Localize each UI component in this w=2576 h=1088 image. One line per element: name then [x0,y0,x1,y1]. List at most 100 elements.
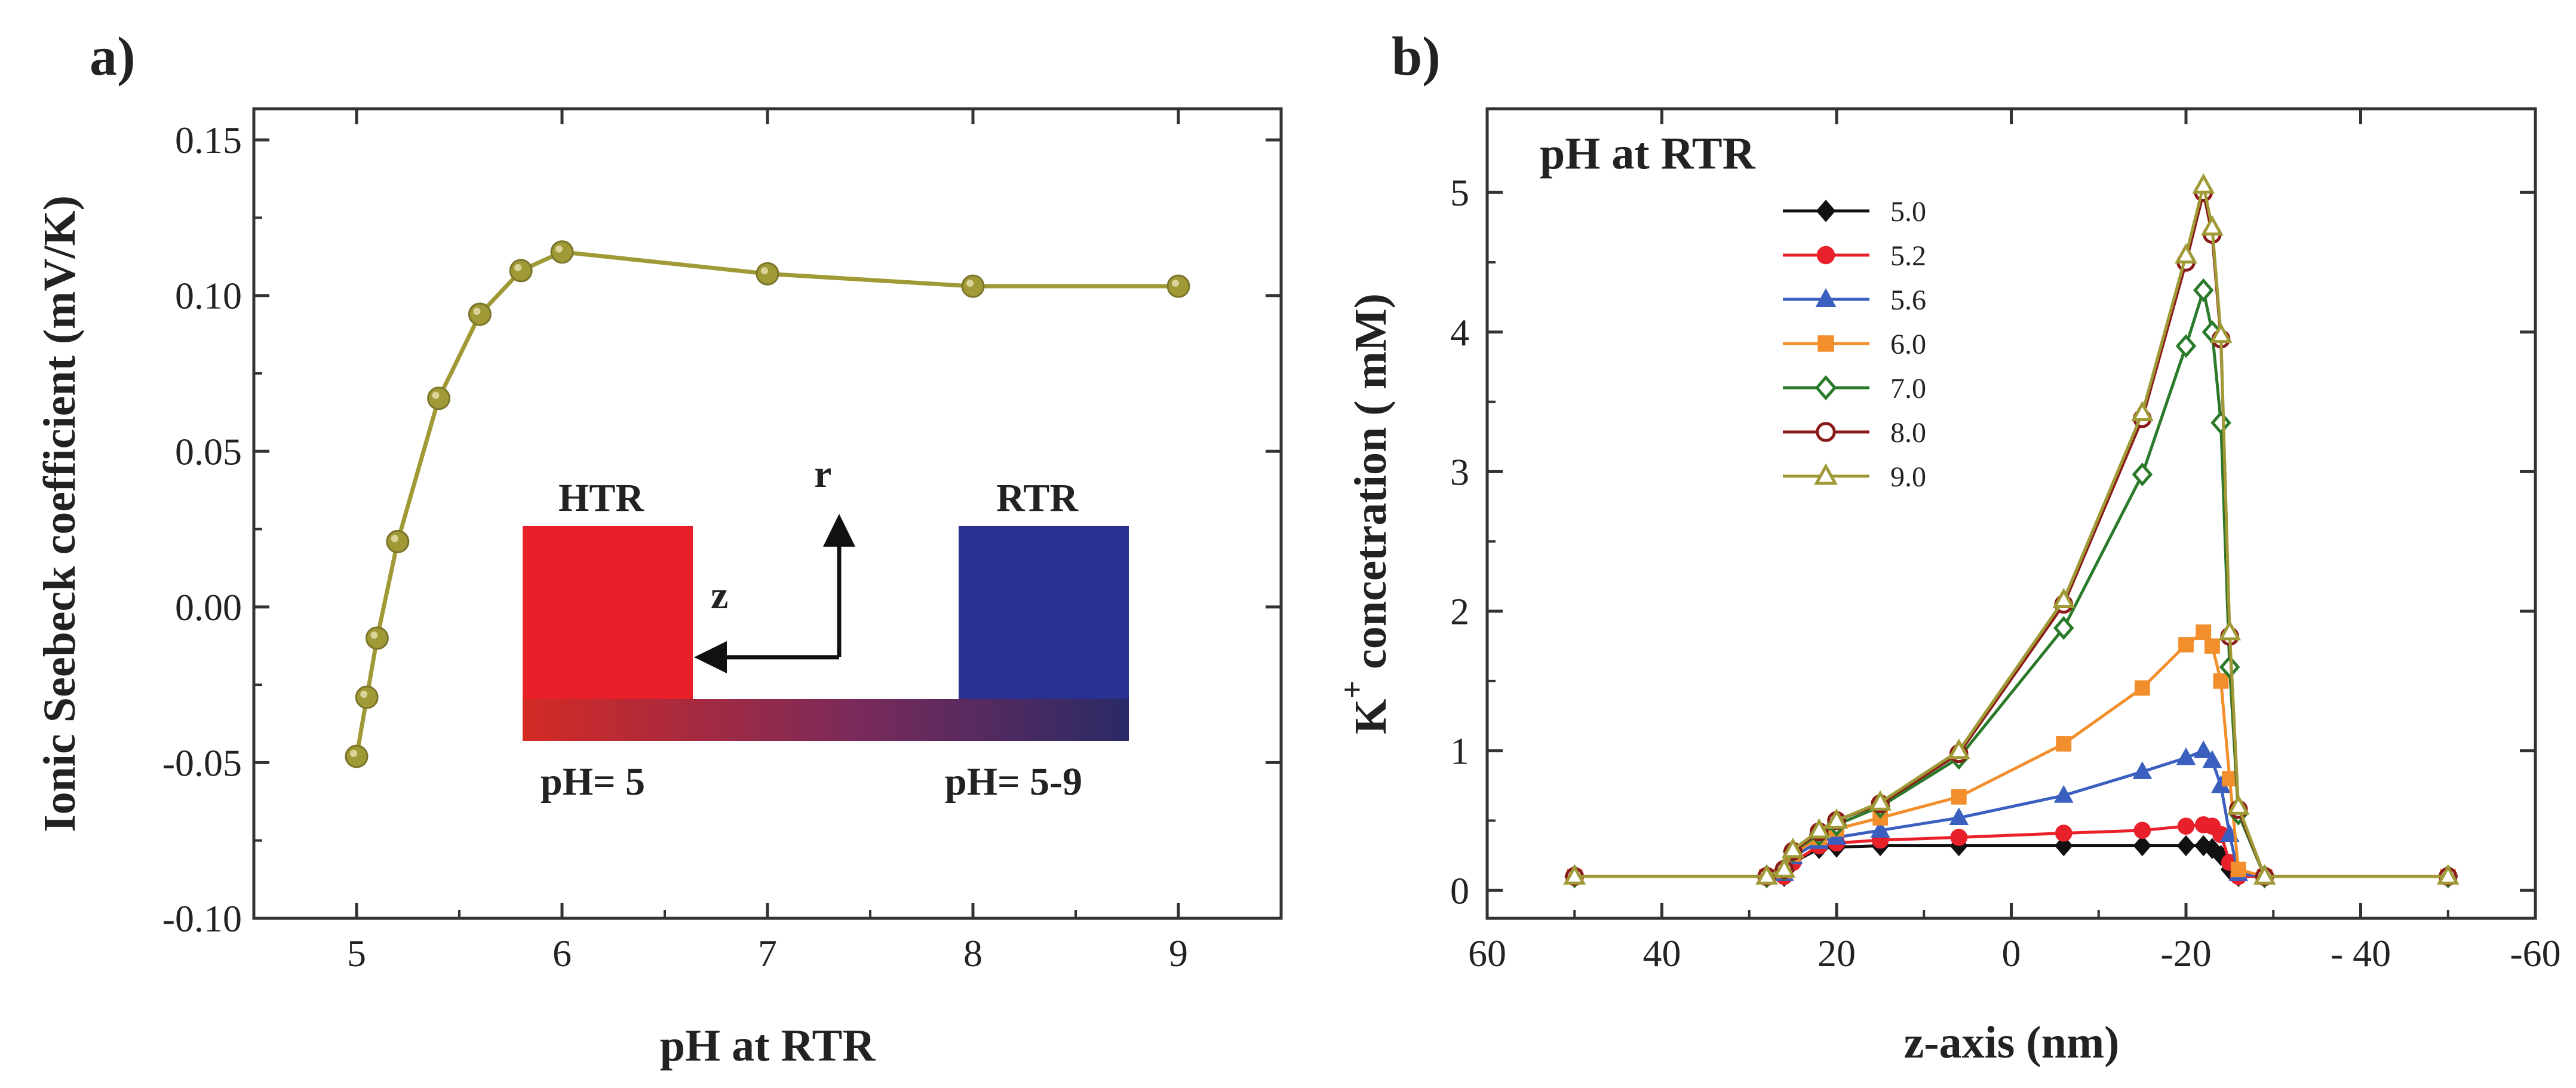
y-tick-label: 0.00 [175,586,242,629]
data-point [1563,864,1586,885]
data-point [2053,616,2074,640]
data-point [2176,835,2196,857]
data-point [2218,620,2242,640]
data-point [2056,736,2072,752]
plot-b-legend: 5.0 5.2 5.6 6.0 7.0 8.0 9.0 [1783,196,1926,493]
data-point [2130,400,2154,421]
data-point [2196,624,2212,640]
legend-label: 5.6 [1890,284,1926,316]
data-point [2176,747,2196,765]
plot-b-xlabel: z-axis (nm) [1904,1017,2120,1068]
x-tick-label: -20 [2160,932,2211,974]
plot-a-ylabel: Ionic Seebeck coefficient (mV/K) [35,195,85,832]
data-point [2052,587,2075,609]
data-point [2175,334,2197,358]
x-tick-label: 5 [347,932,366,974]
plot-b-tick-labels: 60 40 20 0 -20 - 40 -60 0 1 2 3 4 5 [1450,171,2561,974]
y-tick-label: 0 [1450,869,1469,912]
data-point [2177,817,2195,835]
ph-left-label: pH= 5 [541,760,645,804]
plot-b-ticks [1485,109,2537,918]
r-axis-label: r [814,452,831,496]
y-tick-label: 0.05 [175,430,242,473]
legend-label: 7.0 [1890,373,1926,404]
x-tick-label: 0 [2002,932,2021,974]
data-point [2133,822,2151,839]
data-point [2209,322,2233,344]
x-tick-label: 6 [552,932,572,974]
data-point [365,626,389,650]
plot-a-series [345,240,1190,768]
ph-right-label: pH= 5-9 [945,760,1082,804]
series-ph-9.0 [1563,173,2460,885]
data-point-highlight [360,690,368,698]
data-point [550,240,574,264]
data-point [2204,638,2220,654]
z-arrowhead [694,641,727,673]
plot-b-ylabel: K+ concetration ( mM) [1334,293,1396,734]
data-point [2193,740,2213,758]
x-tick-label: 40 [1643,932,1681,974]
data-point [1870,820,1890,838]
data-point [2178,637,2194,653]
legend-marker [1816,200,1836,222]
data-point [1166,274,1190,298]
data-point [1755,864,1778,885]
r-arrowhead [823,514,855,547]
y-tick-label: 0.15 [175,119,242,161]
data-point [355,685,379,709]
data-point [2227,794,2250,815]
data-point [2132,462,2153,486]
legend-label: 9.0 [1890,461,1926,493]
legend-marker [1816,246,1835,265]
legend-label: 8.0 [1890,417,1926,449]
data-point-highlight [1172,280,1179,287]
data-point [1950,829,1968,846]
legend-label: 6.0 [1890,329,1926,360]
legend-marker [1814,375,1837,401]
x-tick-label: - 40 [2331,932,2391,974]
data-point [2054,835,2073,857]
y-tick-label: -0.05 [162,741,242,784]
data-point [386,529,410,553]
data-point [509,259,533,283]
y-tick-label: 0.10 [175,275,242,317]
data-point [2200,215,2224,236]
x-tick-label: 9 [1169,932,1188,974]
data-point-highlight [432,391,440,399]
data-point [2175,243,2197,264]
data-point [1825,808,1848,829]
data-point-highlight [966,280,974,287]
panel-a-label: a) [90,26,136,87]
data-point [1869,790,1892,811]
data-point-highlight [761,267,768,275]
data-point [2219,655,2240,679]
plot-a-ticks [254,109,1281,920]
panel-b-label: b) [1392,26,1441,87]
rtr-label: RTR [996,476,1079,520]
legend-label: 5.0 [1890,196,1926,228]
data-point [345,744,369,768]
panel-b-k-concentration-chart: b) 60 40 20 0 -20 - 40 -60 0 1 2 3 4 5 pH at RTR 5.0… [1334,26,2561,1068]
data-point [2193,278,2214,302]
data-point [1949,807,1969,825]
data-point-highlight [350,750,357,757]
plot-a-tick-labels: 5 6 7 8 9 -0.10 -0.05 0.00 0.05 0.10 0.15 [162,119,1188,974]
y-tick-label: 1 [1450,730,1469,773]
x-tick-label: 60 [1468,932,1506,974]
plot-b-ylabel-sup: + [1334,681,1370,699]
plot-b-ylabel-rest: concetration ( mM) [1346,293,1396,681]
data-point-highlight [514,264,522,271]
plot-b-title: pH at RTR [1540,128,1756,179]
legend-marker [1817,335,1834,352]
data-point [2210,410,2231,435]
legend-label: 5.2 [1890,240,1926,272]
legend-marker [1816,422,1836,442]
data-point [2202,750,2222,768]
legend-marker [1814,463,1838,485]
data-point [2253,864,2276,885]
plot-b-series [1563,173,2460,888]
x-tick-label: 7 [758,932,777,974]
data-point [2192,173,2215,194]
data-point [2436,864,2460,885]
